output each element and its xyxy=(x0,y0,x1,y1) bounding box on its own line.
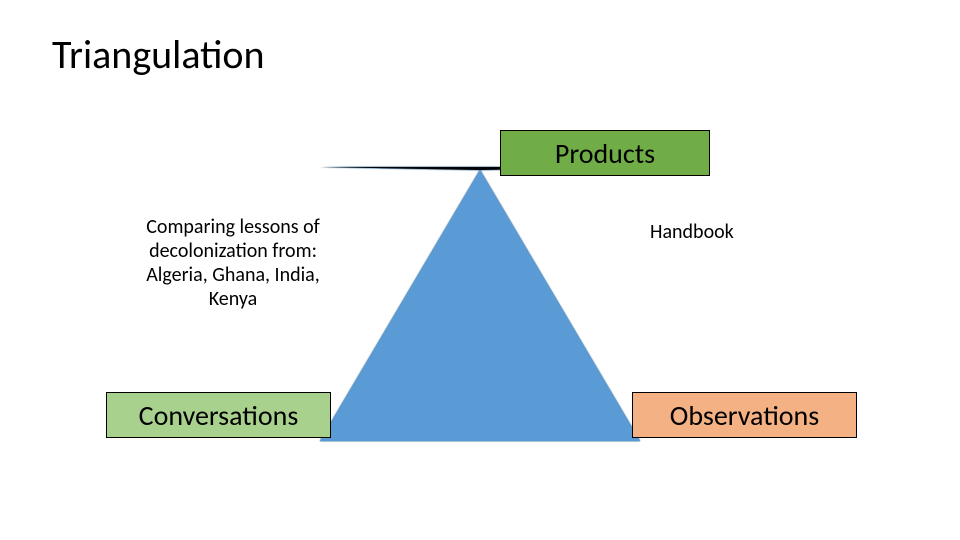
slide-title: Triangulation xyxy=(52,30,265,79)
triangle-shape xyxy=(320,167,640,441)
observations-box: Observations xyxy=(632,392,857,438)
products-box: Products xyxy=(500,130,710,176)
conversations-box: Conversations xyxy=(106,392,331,438)
handbook-label: Handbook xyxy=(650,220,734,244)
conversations-label: Conversations xyxy=(139,398,299,433)
description-text: Comparing lessons ofdecolonization from:… xyxy=(128,215,338,311)
products-label: Products xyxy=(555,136,655,171)
observations-label: Observations xyxy=(670,398,819,433)
slide-stage: Triangulation Products Conversations Obs… xyxy=(0,0,960,540)
